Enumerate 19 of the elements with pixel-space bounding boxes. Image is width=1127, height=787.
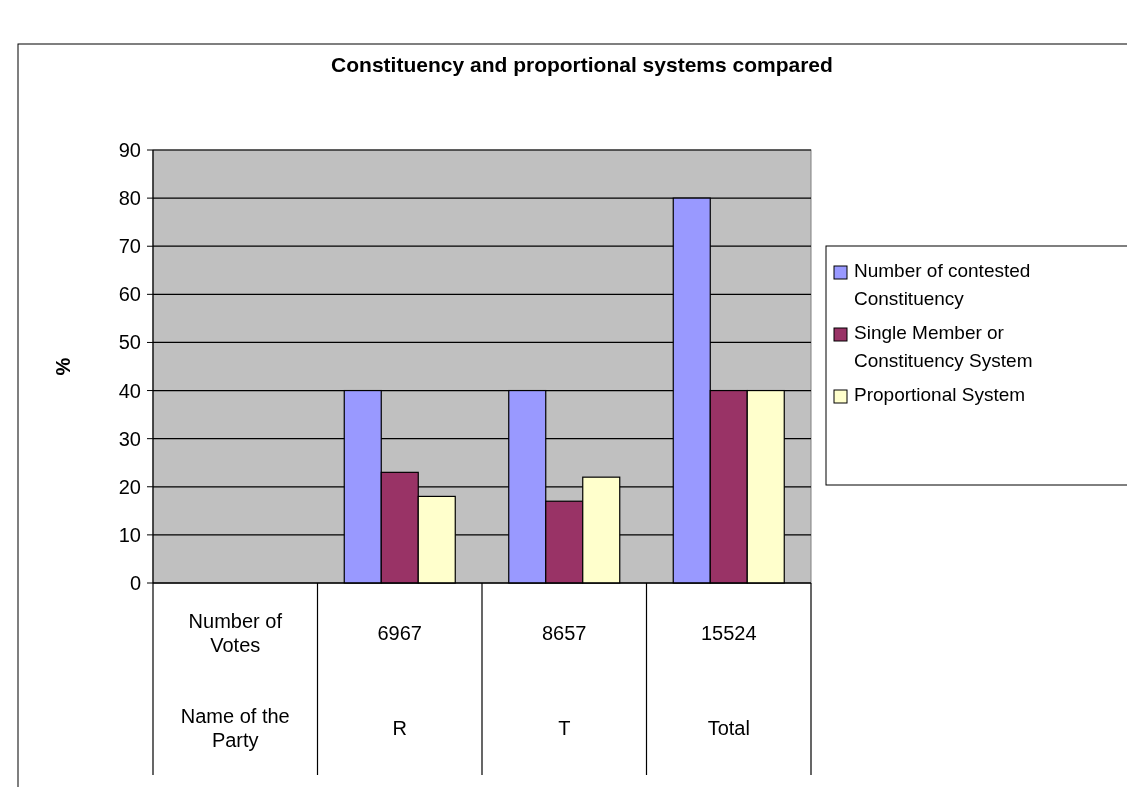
y-tick-label: 60 [118, 283, 141, 306]
y-tick-label: 90 [118, 139, 141, 161]
category-label: Number of Votes Name of the Party [180, 610, 290, 751]
category-label: 6967 R [377, 622, 422, 739]
legend-label: Single Member or Constituency System [854, 322, 1033, 372]
y-tick-label: 70 [118, 235, 141, 258]
y-tick-label: 40 [118, 379, 141, 402]
category-label: 15524 Total [700, 622, 757, 739]
legend-label: Number of contested Constituency [854, 260, 1031, 310]
category-label: 8657 T [542, 622, 587, 739]
y-tick-label: 0 [129, 572, 141, 594]
y-tick-label: 30 [118, 427, 141, 450]
y-tick-label: 10 [118, 523, 141, 546]
y-tick-label: 80 [118, 187, 141, 210]
y-axis-title: % [52, 357, 74, 376]
y-tick-label: 20 [118, 475, 141, 498]
legend-label: Proportional System [854, 384, 1026, 406]
chart-title: Constituency and proportional systems compared [331, 53, 833, 76]
y-tick-label: 50 [118, 331, 141, 354]
